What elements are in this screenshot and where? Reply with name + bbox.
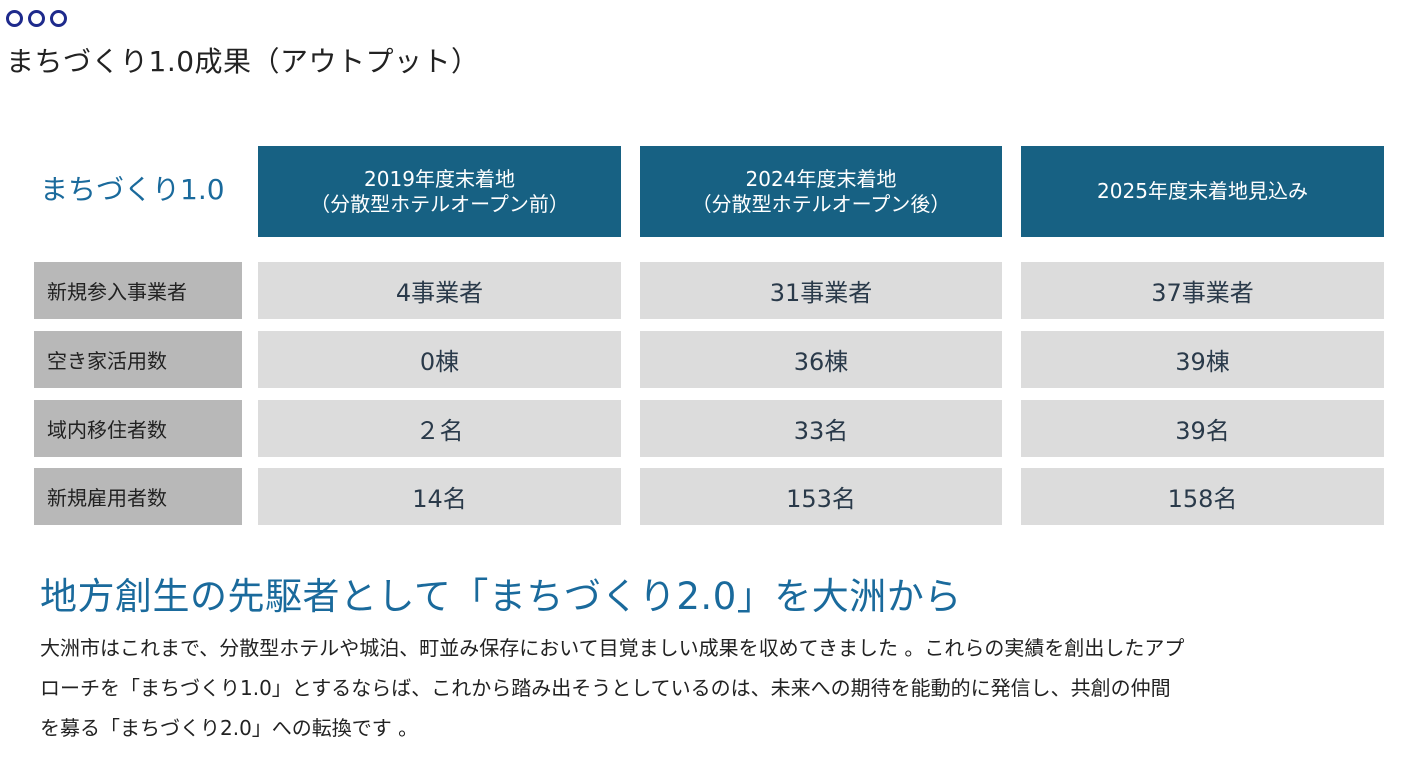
table-cell: 4事業者 bbox=[258, 262, 621, 319]
paragraph-line: を募る「まちづくり2.0」への転換です 。 bbox=[40, 716, 419, 740]
column-header-line: 2019年度末着地 bbox=[364, 166, 515, 191]
row-header-new-businesses: 新規参入事業者 bbox=[34, 262, 242, 319]
page-title: まちづくり1.0成果（アウトプット） bbox=[6, 45, 480, 78]
table-cell: 33名 bbox=[640, 400, 1002, 457]
table-cell: 158名 bbox=[1021, 468, 1384, 525]
table-label: まちづくり1.0 bbox=[40, 173, 225, 206]
column-header-line: 2024年度末着地 bbox=[745, 166, 897, 191]
table-cell: 37事業者 bbox=[1021, 262, 1384, 319]
section-heading: 地方創生の先駆者として「まちづくり2.0」を大洲から bbox=[40, 575, 962, 618]
row-header-vacant-houses: 空き家活用数 bbox=[34, 331, 242, 388]
column-header-line: （分散型ホテルオープン前） bbox=[310, 191, 569, 216]
column-header-line: （分散型ホテルオープン後） bbox=[691, 191, 951, 216]
column-header-2024: 2024年度末着地 （分散型ホテルオープン後） bbox=[640, 146, 1002, 237]
table-cell: 31事業者 bbox=[640, 262, 1002, 319]
table-cell: ２名 bbox=[258, 400, 621, 457]
table-cell: 153名 bbox=[640, 468, 1002, 525]
row-header-new-employees: 新規雇用者数 bbox=[34, 468, 242, 525]
row-header-migrants: 域内移住者数 bbox=[34, 400, 242, 457]
paragraph-line: 大洲市はこれまで、分散型ホテルや城泊、町並み保存において目覚ましい成果を収めてき… bbox=[40, 636, 1185, 660]
column-header-2025: 2025年度末着地見込み bbox=[1021, 146, 1384, 237]
column-header-line: 2025年度末着地見込み bbox=[1097, 179, 1308, 203]
circle-icon bbox=[6, 10, 23, 27]
decorative-dots bbox=[6, 10, 67, 27]
table-cell: 39棟 bbox=[1021, 331, 1384, 388]
circle-icon bbox=[28, 10, 45, 27]
table-cell: 36棟 bbox=[640, 331, 1002, 388]
column-header-2019: 2019年度末着地 （分散型ホテルオープン前） bbox=[258, 146, 621, 237]
table-cell: 14名 bbox=[258, 468, 621, 525]
table-cell: 39名 bbox=[1021, 400, 1384, 457]
circle-icon bbox=[50, 10, 67, 27]
body-paragraph: 大洲市はこれまで、分散型ホテルや城泊、町並み保存において目覚ましい成果を収めてき… bbox=[40, 628, 1380, 748]
table-cell: 0棟 bbox=[258, 331, 621, 388]
paragraph-line: ローチを「まちづくり1.0」とするならば、これから踏み出そうとしているのは、未来… bbox=[40, 676, 1171, 700]
